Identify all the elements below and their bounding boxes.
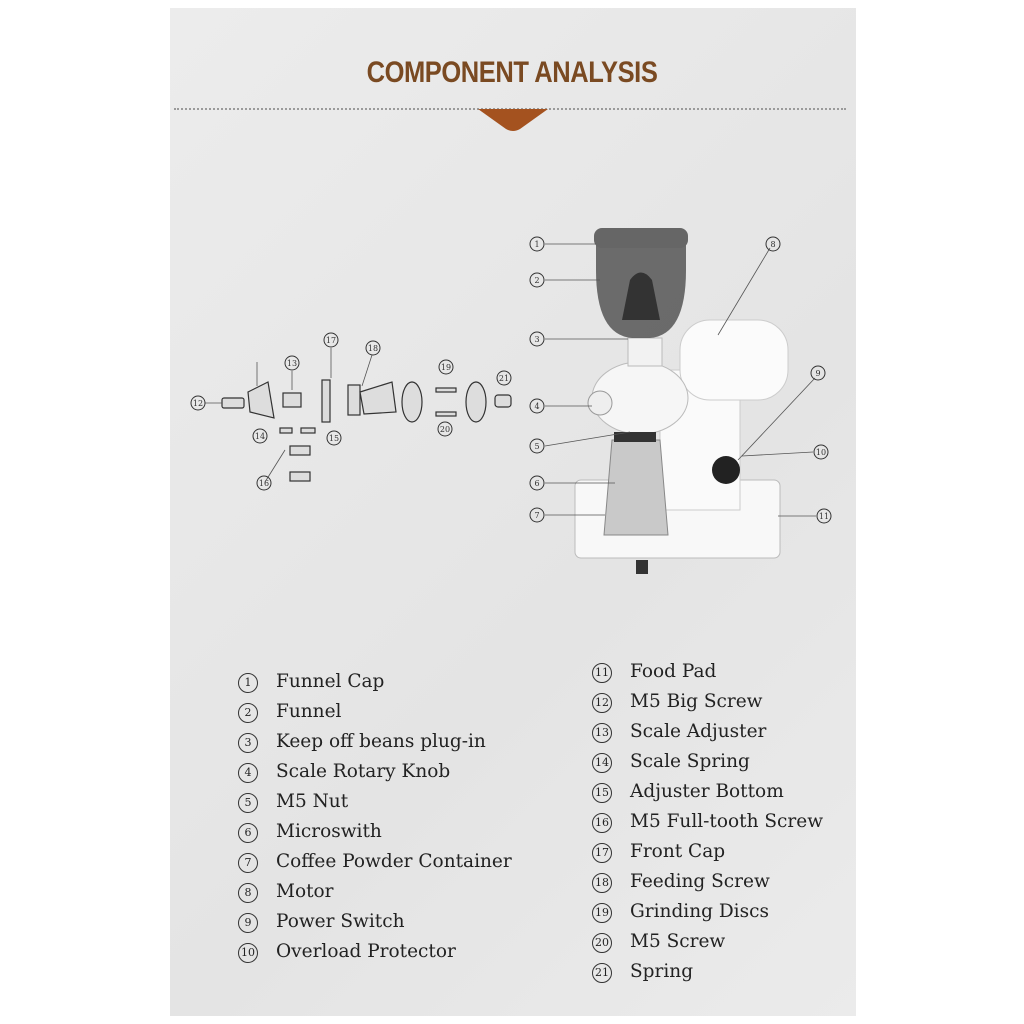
part-number: 13 [592,723,612,743]
svg-text:19: 19 [441,363,451,372]
part-label: Overload Protector [276,941,456,962]
part-label: M5 Big Screw [630,691,763,712]
callout-15: 15 [326,430,342,446]
part-label: Grinding Discs [630,901,769,922]
part-label: Power Switch [276,911,405,932]
exploded-parts [221,379,512,482]
part-number: 4 [238,763,258,783]
callout-1: 1 [529,236,545,252]
part-number: 11 [592,663,612,683]
part-number: 1 [238,673,258,693]
grinder-illustration [574,228,789,574]
part-label: Motor [276,881,334,902]
part-number: 7 [238,853,258,873]
part-number: 2 [238,703,258,723]
svg-text:16: 16 [259,479,269,488]
svg-text:7: 7 [534,511,539,520]
svg-text:21: 21 [499,374,509,383]
svg-text:17: 17 [326,336,336,345]
svg-text:9: 9 [815,369,820,378]
part-number: 14 [592,753,612,773]
callout-10: 10 [813,444,829,460]
svg-text:2: 2 [534,276,539,285]
callout-6: 6 [529,475,545,491]
part-label: Scale Spring [630,751,750,772]
part-number: 5 [238,793,258,813]
callout-11: 11 [816,508,832,524]
part-number: 18 [592,873,612,893]
callout-18: 18 [365,340,381,356]
page-title: COMPONENT ANALYSIS [366,56,658,89]
part-label: Microswith [276,821,382,842]
svg-text:15: 15 [329,434,339,443]
callout-3: 3 [529,331,545,347]
callout-14: 14 [252,428,268,444]
part-number: 16 [592,813,612,833]
svg-text:4: 4 [534,402,539,411]
svg-text:5: 5 [534,442,539,451]
svg-text:12: 12 [193,399,203,408]
notch-marker [478,109,548,131]
part-number: 21 [592,963,612,983]
callout-20: 20 [437,421,453,437]
part-number: 9 [238,913,258,933]
callout-4: 4 [529,398,545,414]
part-label: Feeding Screw [630,871,770,892]
svg-text:18: 18 [368,344,378,353]
part-number: 12 [592,693,612,713]
svg-text:6: 6 [534,479,539,488]
leader-lines [205,243,816,517]
callout-17: 17 [323,332,339,348]
part-label: Funnel [276,701,342,722]
part-label: M5 Nut [276,791,349,812]
part-number: 15 [592,783,612,803]
part-number: 17 [592,843,612,863]
svg-text:1: 1 [534,240,539,249]
svg-text:8: 8 [770,240,775,249]
part-label: Coffee Powder Container [276,851,512,872]
callout-9: 9 [810,365,826,381]
part-label: Spring [630,961,694,982]
callout-2: 2 [529,272,545,288]
svg-text:13: 13 [287,359,297,368]
part-label: Scale Rotary Knob [276,761,451,782]
callout-21: 21 [496,370,512,386]
callout-5: 5 [529,438,545,454]
part-label: M5 Screw [630,931,726,952]
svg-text:14: 14 [255,432,265,441]
part-label: Scale Adjuster [630,721,767,742]
part-number: 10 [238,943,258,963]
callout-13: 13 [284,355,300,371]
callout-16: 16 [256,475,272,491]
callout-12: 12 [190,395,206,411]
part-label: Funnel Cap [276,671,385,692]
callout-numbers: 1 2 3 4 5 6 7 8 9 10 11 12 13 14 15 16 1… [190,236,832,524]
part-number: 19 [592,903,612,923]
svg-text:10: 10 [816,448,826,457]
part-label: Front Cap [630,841,726,862]
callout-19: 19 [438,359,454,375]
part-label: Adjuster Bottom [630,781,784,802]
part-number: 3 [238,733,258,753]
callout-7: 7 [529,507,545,523]
part-number: 20 [592,933,612,953]
callout-8: 8 [765,236,781,252]
part-number: 8 [238,883,258,903]
svg-text:11: 11 [819,512,829,521]
part-label: Food Pad [630,661,717,682]
svg-text:20: 20 [440,425,450,434]
svg-text:3: 3 [534,335,539,344]
part-label: Keep off beans plug-in [276,731,486,752]
part-label: M5 Full-tooth Screw [630,811,824,832]
part-number: 6 [238,823,258,843]
